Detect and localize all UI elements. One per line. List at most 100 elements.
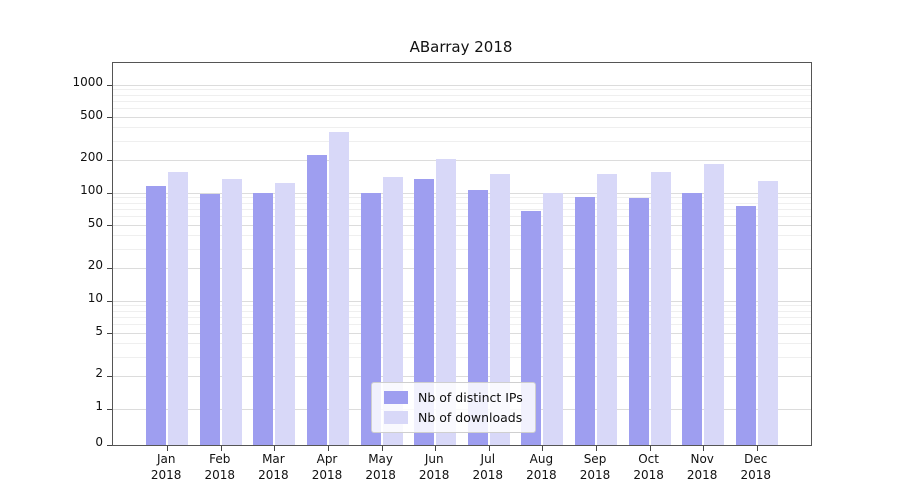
bar-downloads-mar	[275, 182, 296, 445]
x-tick-year: 2018	[633, 468, 664, 483]
y-tick-mark	[107, 444, 112, 446]
y-tick-mark	[107, 84, 112, 86]
bar-distinct-ips-oct	[628, 197, 649, 445]
bar-distinct-ips-jul	[467, 189, 488, 445]
grid-line	[113, 356, 811, 358]
y-tick-label: 1	[95, 399, 103, 413]
grid-line	[113, 248, 811, 250]
x-tick-mark	[381, 446, 383, 451]
x-tick-mark	[649, 446, 651, 451]
x-tick-month: Jul	[480, 452, 496, 466]
x-tick-year: 2018	[150, 468, 182, 483]
y-tick-label: 100	[80, 183, 103, 197]
y-tick-label: 20	[87, 258, 103, 273]
bar-downloads-jan	[168, 172, 189, 445]
x-tick-year: 2018	[311, 468, 343, 483]
y-tick-label: 2	[95, 366, 103, 381]
x-tick-month: Aug	[529, 452, 554, 466]
grid-line	[113, 94, 811, 96]
y-tick-mark	[107, 192, 112, 194]
legend-swatch-downloads	[384, 411, 408, 424]
x-tick-label: Jul 2018	[458, 451, 518, 483]
y-tick-label: 10	[87, 291, 103, 305]
x-tick-year: 2018	[740, 468, 772, 483]
y-tick-mark	[107, 408, 112, 410]
x-tick-label: Sep 2018	[565, 451, 625, 483]
grid-line	[113, 268, 811, 269]
bar-distinct-ips-mar	[253, 192, 274, 445]
y-tick-mark	[107, 160, 112, 161]
x-tick-mark	[435, 446, 437, 451]
legend-label: Nb of downloads	[418, 410, 523, 425]
y-tick-mark	[107, 225, 112, 227]
bar-distinct-ips-feb	[199, 193, 220, 445]
x-tick-month: Oct	[638, 452, 659, 466]
x-tick-month: Sep	[583, 452, 607, 466]
x-tick-label: Jun 2018	[404, 451, 464, 483]
x-tick-year: 2018	[579, 468, 611, 483]
bar-distinct-ips-apr	[307, 154, 327, 445]
x-tick-mark	[220, 446, 222, 451]
grid-line	[113, 324, 811, 326]
y-tick-mark	[107, 268, 112, 269]
grid-line	[113, 305, 811, 307]
x-tick-year: 2018	[686, 468, 718, 483]
x-tick-mark	[488, 446, 490, 451]
x-tick-month: Feb	[209, 452, 231, 466]
bar-downloads-jun	[436, 159, 457, 445]
y-tick-mark	[107, 117, 112, 119]
x-tick-label: Dec 2018	[726, 451, 786, 483]
grid-line	[113, 117, 811, 119]
x-tick-month: Nov	[690, 452, 714, 466]
grid-line	[113, 192, 811, 194]
x-tick-year: 2018	[526, 468, 557, 483]
x-tick-month: Mar	[262, 452, 285, 466]
x-tick-month: Dec	[744, 452, 768, 466]
bar-downloads-jul	[489, 173, 510, 445]
grid-line	[113, 317, 811, 319]
x-tick-label: May 2018	[351, 451, 411, 483]
grid-line	[113, 197, 811, 199]
x-tick-mark	[542, 446, 544, 451]
y-tick-label: 500	[80, 107, 103, 122]
grid-line	[113, 127, 811, 129]
bar-downloads-apr	[329, 131, 349, 445]
y-tick-mark	[107, 376, 112, 377]
grid-line	[113, 84, 811, 86]
x-tick-label: Aug 2018	[511, 451, 571, 483]
x-tick-year: 2018	[258, 468, 289, 483]
bar-downloads-dec	[757, 180, 778, 445]
y-axis: 0 1 2 5 10 20 50 100 200 500 1000	[0, 62, 103, 449]
legend: Nb of distinct IPs Nb of downloads	[371, 382, 536, 433]
y-tick-label: 1000	[72, 75, 103, 89]
plot-area: Nb of distinct IPs Nb of downloads	[107, 62, 812, 451]
x-tick-label: Jan 2018	[136, 451, 196, 483]
grid-line	[113, 216, 811, 218]
x-tick-mark	[328, 446, 329, 451]
bar-distinct-ips-jun	[414, 178, 435, 445]
legend-swatch-distinct-ips	[384, 391, 408, 404]
x-tick-month: May	[368, 452, 393, 466]
grid-line	[113, 101, 811, 103]
x-tick-year: 2018	[418, 468, 450, 483]
x-axis: Jan 2018 Feb 2018 Mar 2018 Apr 2018 May 2018 Jun 20…	[112, 451, 810, 495]
y-tick-label: 50	[87, 215, 103, 230]
grid-line	[113, 140, 811, 142]
grid-line	[113, 235, 811, 237]
x-tick-mark	[703, 446, 705, 451]
grid-line	[113, 343, 811, 345]
bar-downloads-oct	[650, 171, 671, 445]
x-tick-month: Jan	[156, 452, 176, 466]
x-tick-mark	[596, 446, 597, 451]
x-tick-mark	[167, 446, 169, 451]
legend-label: Nb of distinct IPs	[418, 390, 523, 405]
x-tick-month: Jun	[424, 452, 444, 466]
chart-title: ABarray 2018	[409, 38, 513, 56]
y-tick-label: 5	[95, 323, 103, 338]
bar-distinct-ips-dec	[735, 205, 756, 445]
grid-line	[113, 202, 811, 204]
bar-distinct-ips-jan	[146, 186, 167, 445]
x-tick-month: Apr	[316, 452, 338, 466]
x-tick-label: Oct 2018	[619, 451, 679, 483]
